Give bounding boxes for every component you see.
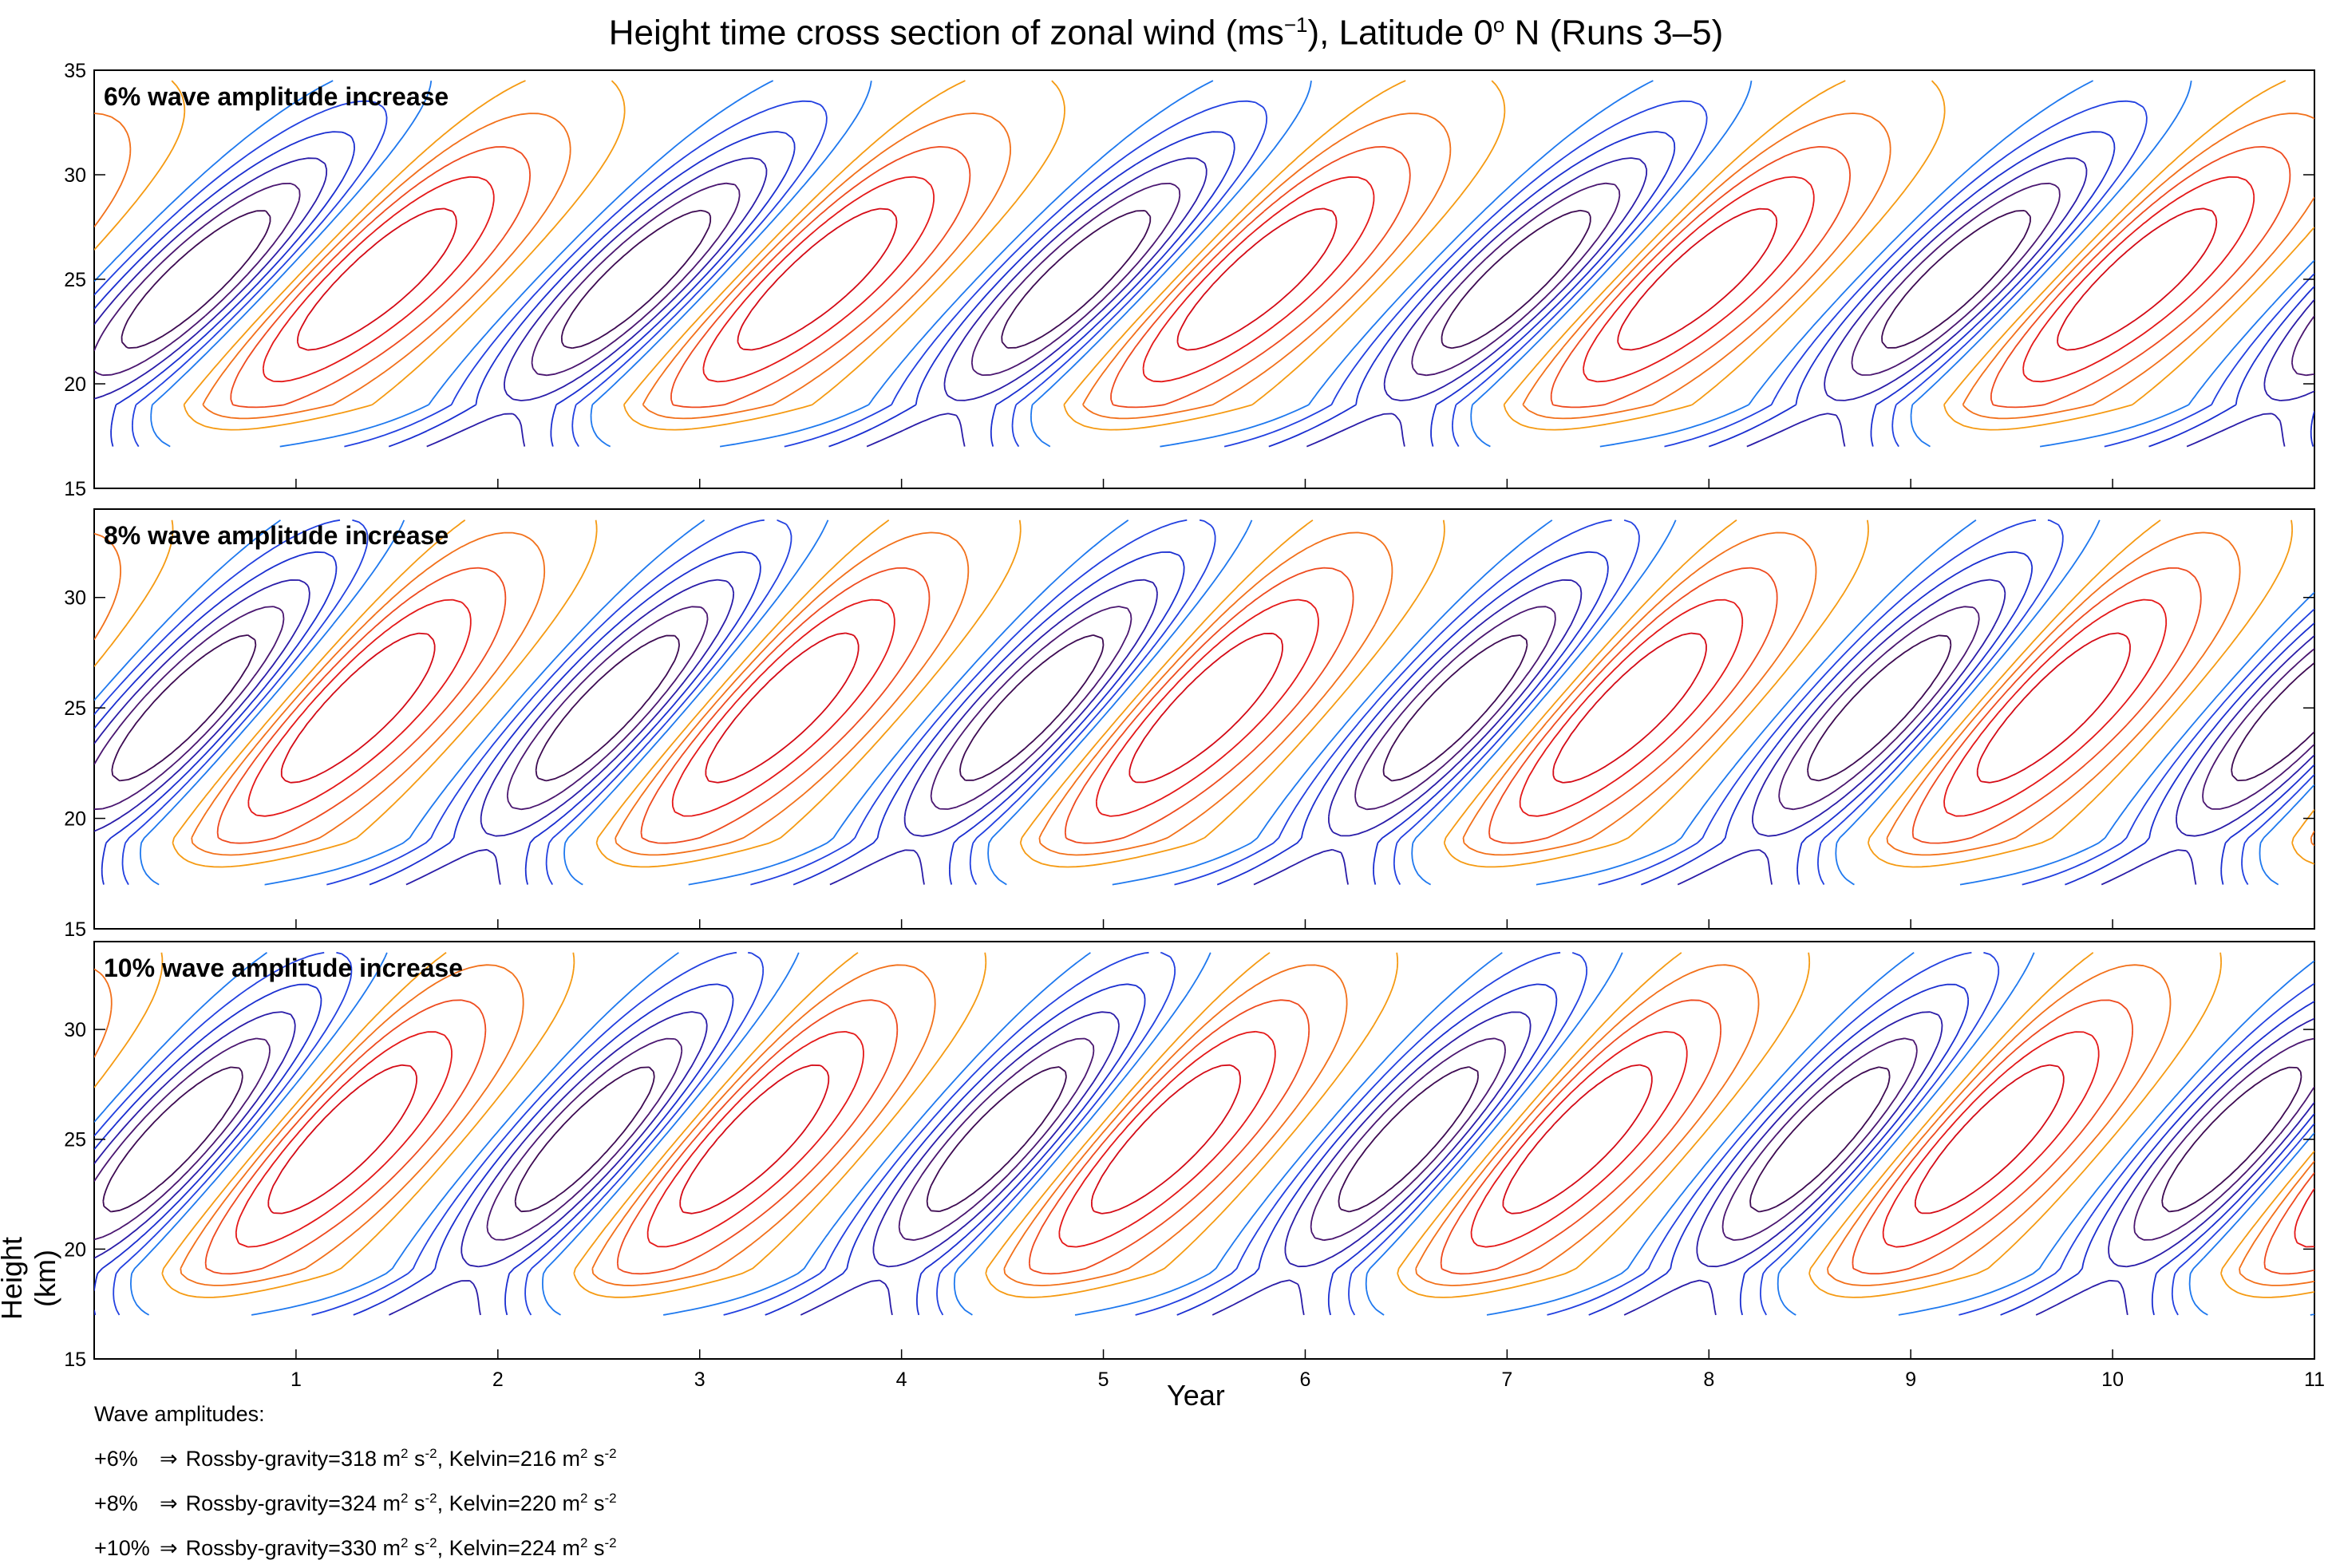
chart-title: Height time cross section of zonal wind … — [608, 13, 1724, 53]
x-tick-label: 11 — [2304, 1369, 2325, 1391]
wave-amplitude-notes: Wave amplitudes: +6% ⇒ Rossby-gravity=318 … — [94, 1395, 617, 1568]
y-tick-label: 20 — [64, 1238, 86, 1261]
y-tick-label: 15 — [64, 1349, 86, 1371]
contour-line-25 — [280, 632, 2131, 784]
y-tick-label: 25 — [64, 697, 86, 720]
contour-line--30 — [111, 634, 2314, 782]
x-tick-label: 4 — [896, 1369, 907, 1391]
contour-group-1 — [94, 80, 2314, 448]
notes-row-10: +10% ⇒ Rossby-gravity=330 m2 s-2, Kelvin=2… — [94, 1535, 617, 1560]
contour-line--10 — [94, 100, 2314, 448]
contour-line--30 — [102, 1066, 2302, 1213]
panel-frame-3 — [93, 941, 2315, 1360]
contour-line--10 — [94, 519, 2314, 886]
notes-heading: Wave amplitudes: — [94, 1402, 265, 1426]
contour-line--25 — [94, 182, 2314, 377]
y-tick-label: 25 — [64, 269, 86, 291]
x-tick-label: 1 — [291, 1369, 302, 1391]
x-tick-label: 5 — [1098, 1369, 1109, 1391]
contour-line-15 — [230, 146, 2291, 409]
contour-line-25 — [267, 1064, 2065, 1215]
contour-line--5 — [94, 952, 2314, 1316]
y-tick-label: 15 — [64, 478, 86, 500]
x-tick-label: 6 — [1300, 1369, 1311, 1391]
y-tick-label: 30 — [64, 1019, 86, 1041]
y-axis-label: Height (km) — [0, 1236, 61, 1321]
contour-line-25 — [296, 207, 2218, 351]
contour-line-20 — [235, 1030, 2314, 1248]
contour-line-10 — [94, 113, 2314, 420]
y-tick-label: 15 — [64, 918, 86, 941]
panel-label-2: 8% wave amplitude increase — [104, 521, 449, 550]
contour-line--20 — [94, 579, 2314, 886]
panel-frame-2 — [93, 508, 2315, 930]
contour-line--25 — [94, 1037, 2314, 1242]
x-axis-label: Year — [1167, 1379, 1225, 1412]
y-tick-label: 20 — [64, 808, 86, 831]
y-tick-label: 30 — [64, 587, 86, 610]
contour-line-5 — [94, 80, 2314, 431]
contour-line--5 — [94, 80, 2314, 448]
contour-line-10 — [94, 531, 2314, 856]
contour-line--15 — [94, 983, 2314, 1316]
contour-group-2 — [94, 519, 2314, 886]
y-tick-label: 25 — [64, 1129, 86, 1151]
y-tick-label: 20 — [64, 373, 86, 396]
y-tick-label: 30 — [64, 164, 86, 187]
contour-line-5 — [94, 519, 2314, 868]
contour-line--25 — [94, 606, 2314, 811]
panel-label-3: 10% wave amplitude increase — [104, 954, 463, 982]
x-tick-label: 7 — [1501, 1369, 1512, 1391]
contour-line--15 — [94, 131, 2314, 448]
notes-row-6: +6% ⇒ Rossby-gravity=318 m2 s-2, Kelvin=21… — [94, 1446, 617, 1471]
contour-line-20 — [247, 598, 2168, 817]
contour-line-20 — [262, 176, 2255, 383]
contour-line-15 — [204, 999, 2314, 1275]
x-tick-label: 10 — [2101, 1369, 2124, 1391]
contour-line--10 — [94, 951, 2314, 1316]
contour-group-3 — [94, 951, 2314, 1316]
contour-line--20 — [94, 1011, 2314, 1316]
x-tick-label: 3 — [694, 1369, 706, 1391]
contour-line--15 — [94, 551, 2314, 886]
contour-line--30 — [121, 209, 2031, 350]
contour-line--20 — [94, 157, 2314, 448]
x-tick-label: 2 — [492, 1369, 504, 1391]
notes-row-8: +8% ⇒ Rossby-gravity=324 m2 s-2, Kelvin=22… — [94, 1491, 617, 1515]
y-tick-label: 35 — [64, 60, 86, 82]
x-tick-label: 8 — [1703, 1369, 1714, 1391]
contour-line-10 — [94, 964, 2314, 1286]
x-tick-label: 9 — [1905, 1369, 1916, 1391]
contour-line-5 — [94, 952, 2314, 1298]
contour-line--5 — [94, 519, 2314, 886]
contour-line-15 — [216, 567, 2202, 844]
panel-label-1: 6% wave amplitude increase — [104, 82, 449, 111]
